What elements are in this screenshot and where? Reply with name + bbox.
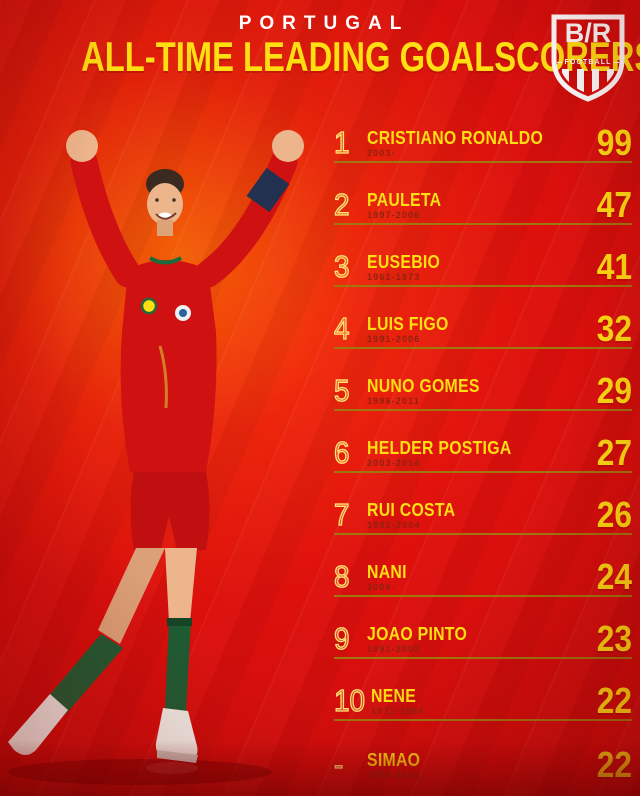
player-row: 7 RUI COSTA 1993-2004 26 <box>333 473 632 536</box>
player-row: 10 NENE 1971-1984 22 <box>333 659 632 722</box>
player-years: 1997-2006 <box>367 209 421 221</box>
br-monogram: B/R <box>564 18 612 48</box>
player-row: 8 NANI 2006- 24 <box>333 535 632 598</box>
player-years: 1971-1984 <box>371 705 425 717</box>
player-goals: 47 <box>596 184 632 226</box>
captain-armband <box>246 167 290 213</box>
player-row: 3 EUSEBIO 1961-1973 41 <box>333 225 632 288</box>
player-goals: 23 <box>596 618 632 660</box>
ronaldo-figure <box>8 130 304 785</box>
player-name: HELDER POSTIGA <box>367 437 512 458</box>
player-goals: 26 <box>596 494 632 536</box>
player-goals: 22 <box>596 680 632 722</box>
portugal-crest <box>140 297 158 315</box>
player-name: SIMAO <box>367 749 421 770</box>
player-rank: 9 <box>333 621 350 657</box>
player-name: LUIS FIGO <box>367 313 449 334</box>
player-name: PAULETA <box>367 189 442 210</box>
player-years: 1996-2011 <box>367 395 420 407</box>
player-goals: 41 <box>596 246 632 288</box>
left-fist <box>66 130 98 162</box>
br-football-logo: B/R FOOTBALL <box>549 13 627 103</box>
right-fist <box>272 130 304 162</box>
player-row: 9 JOAO PINTO 1991-2002 23 <box>333 597 632 660</box>
shorts <box>130 472 210 550</box>
player-name: EUSEBIO <box>367 251 441 272</box>
player-years: 1961-1973 <box>367 271 421 283</box>
player-rank: 5 <box>333 373 350 409</box>
player-row: 2 PAULETA 1997-2006 47 <box>333 163 632 226</box>
player-years: 2006- <box>367 581 396 593</box>
br-wordmark: FOOTBALL <box>564 59 612 66</box>
right-boot <box>155 708 198 759</box>
player-row: 5 NUNO GOMES 1996-2011 29 <box>333 349 632 412</box>
player-goals: 24 <box>596 556 632 598</box>
player-rank: 4 <box>333 311 350 347</box>
player-goals: 22 <box>596 744 632 786</box>
shield-outline <box>551 14 625 102</box>
player-rank: 2 <box>333 187 350 223</box>
player-row: 1 CRISTIANO RONALDO 2003- 99 <box>333 101 632 164</box>
floor-highlight <box>146 762 198 774</box>
player-years: 1991-2006 <box>367 333 421 345</box>
collar-trim <box>148 256 182 265</box>
left-eye <box>155 198 159 202</box>
player-name: NANI <box>367 561 407 582</box>
player-row: 4 LUIS FIGO 1991-2006 32 <box>333 287 632 350</box>
right-boot-sole <box>157 750 198 763</box>
player-years: 2003-2014 <box>367 457 421 469</box>
player-row: 6 HELDER POSTIGA 2003-2014 27 <box>333 411 632 474</box>
player-name: JOAO PINTO <box>367 623 468 644</box>
player-rank: 7 <box>333 497 350 533</box>
wordmark-line <box>557 61 562 64</box>
player-rank: 10 <box>333 683 366 719</box>
left-arm <box>70 148 142 288</box>
player-goals: 32 <box>596 308 632 350</box>
player-years: 1998-2010 <box>367 769 421 781</box>
player-name: CRISTIANO RONALDO <box>367 127 544 148</box>
player-row: - SIMAO 1998-2010 22 <box>333 721 632 786</box>
page-title: ALL-TIME LEADING GOALSCORERS <box>81 33 640 80</box>
left-boot <box>8 694 68 755</box>
gold-trim <box>158 345 168 409</box>
br-wordmark-row: FOOTBALL <box>557 59 619 66</box>
right-eye <box>172 198 176 202</box>
player-goals: 29 <box>596 370 632 412</box>
left-thigh <box>98 548 165 644</box>
player-goals: 27 <box>596 432 632 474</box>
player-rank: 3 <box>333 249 350 285</box>
jersey <box>120 260 217 478</box>
player-rank: 6 <box>333 435 350 471</box>
goalscorer-list: 1 CRISTIANO RONALDO 2003- 99 2 PAULETA 1… <box>333 101 632 786</box>
player-rank: - <box>333 747 344 783</box>
right-sock <box>165 620 191 712</box>
right-thigh <box>165 548 197 622</box>
player-rank: 8 <box>333 559 350 595</box>
player-years: 1993-2004 <box>367 519 421 531</box>
smile <box>155 212 177 220</box>
player-goals: 99 <box>596 122 632 164</box>
player-name: RUI COSTA <box>367 499 456 520</box>
player-name: NENE <box>371 685 417 706</box>
wordmark-line <box>614 61 619 64</box>
player-years: 1991-2002 <box>367 643 421 655</box>
right-sock-band <box>167 618 192 626</box>
player-years: 2003- <box>367 147 396 159</box>
left-sock <box>47 634 123 714</box>
country-label: PORTUGAL <box>238 13 410 34</box>
neck <box>157 220 173 236</box>
floor-shadow <box>8 759 272 785</box>
player-name: NUNO GOMES <box>367 375 480 396</box>
player-rank: 1 <box>333 125 350 161</box>
sleeve-patch-center <box>179 309 187 317</box>
header: PORTUGAL ALL-TIME LEADING GOALSCORERS <box>0 13 640 78</box>
br-shield-icon <box>551 14 625 102</box>
